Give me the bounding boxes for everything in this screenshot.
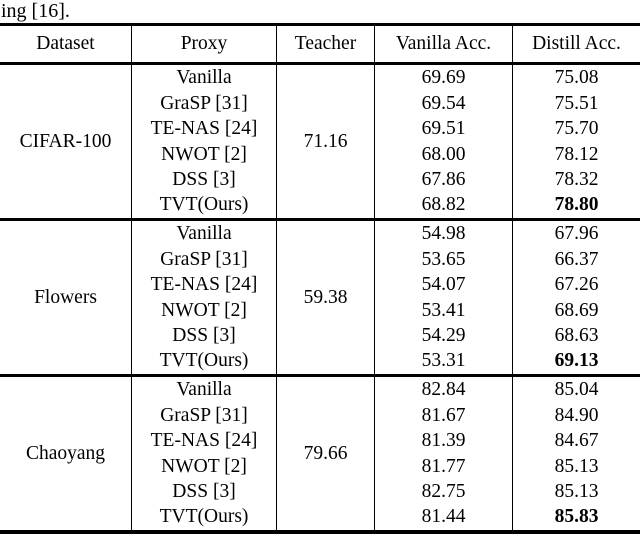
teacher-cell: 79.66	[277, 377, 375, 530]
table-group-flowers: Flowers Vanilla GraSP [31] TE-NAS [24] N…	[0, 221, 640, 374]
proxy-cell: TVT(Ours)	[159, 350, 249, 372]
proxy-cell: GraSP [31]	[160, 404, 248, 426]
vanilla-acc-cell: 54.98	[421, 223, 466, 245]
table-header-row: Dataset Proxy Teacher Vanilla Acc. Disti…	[0, 26, 640, 62]
vanilla-acc-column: 82.84 81.67 81.39 81.77 82.75 81.44	[375, 377, 513, 530]
proxy-column: Vanilla GraSP [31] TE-NAS [24] NWOT [2] …	[132, 377, 277, 530]
double-rule	[0, 374, 640, 377]
distill-acc-cell: 75.70	[554, 118, 599, 140]
proxy-cell: NWOT [2]	[161, 299, 247, 321]
distill-acc-cell: 78.12	[554, 143, 599, 165]
vanilla-acc-cell: 68.00	[421, 143, 466, 165]
header-cell-teacher: Teacher	[277, 26, 375, 62]
distill-acc-cell-best: 78.80	[554, 194, 599, 216]
proxy-cell: Vanilla	[176, 67, 232, 89]
proxy-cell: TE-NAS [24]	[150, 118, 258, 140]
vanilla-acc-cell: 53.31	[421, 350, 466, 372]
vanilla-acc-cell: 81.44	[421, 506, 466, 528]
distill-acc-cell: 75.51	[554, 92, 599, 114]
proxy-cell: Vanilla	[176, 223, 232, 245]
distill-acc-cell: 75.08	[554, 67, 599, 89]
distill-acc-column: 67.96 66.37 67.26 68.69 68.63 69.13	[513, 221, 640, 374]
proxy-column: Vanilla GraSP [31] TE-NAS [24] NWOT [2] …	[132, 221, 277, 374]
vanilla-acc-cell: 53.41	[421, 299, 466, 321]
proxy-cell: GraSP [31]	[160, 248, 248, 270]
distill-acc-cell: 68.63	[554, 324, 599, 346]
distill-acc-cell: 78.32	[554, 168, 599, 190]
proxy-column: Vanilla GraSP [31] TE-NAS [24] NWOT [2] …	[132, 65, 277, 218]
header-cell-vanilla-acc: Vanilla Acc.	[375, 26, 513, 62]
distill-acc-cell: 66.37	[554, 248, 599, 270]
table-group-cifar100: CIFAR-100 Vanilla GraSP [31] TE-NAS [24]…	[0, 65, 640, 218]
teacher-cell: 59.38	[277, 221, 375, 374]
vanilla-acc-cell: 81.77	[421, 455, 466, 477]
proxy-cell: TE-NAS [24]	[150, 430, 258, 452]
table-bottom-rule	[0, 530, 640, 534]
vanilla-acc-cell: 82.84	[421, 379, 466, 401]
vanilla-acc-cell: 82.75	[421, 480, 466, 502]
vanilla-acc-cell: 54.07	[421, 274, 466, 296]
vanilla-acc-cell: 54.29	[421, 324, 466, 346]
vanilla-acc-cell: 81.39	[421, 430, 466, 452]
proxy-cell: NWOT [2]	[161, 455, 247, 477]
distill-acc-cell-best: 69.13	[554, 350, 599, 372]
proxy-cell: TE-NAS [24]	[150, 274, 258, 296]
proxy-cell: Vanilla	[176, 379, 232, 401]
vanilla-acc-cell: 81.67	[421, 404, 466, 426]
distill-acc-column: 85.04 84.90 84.67 85.13 85.13 85.83	[513, 377, 640, 530]
vanilla-acc-cell: 53.65	[421, 248, 466, 270]
table-top-rule	[0, 23, 640, 26]
vanilla-acc-cell: 69.69	[421, 67, 466, 89]
header-cell-distill-acc: Distill Acc.	[532, 33, 621, 54]
header-cell-proxy: Proxy	[132, 26, 277, 62]
caption-text-fragment: ing [16].	[1, 0, 70, 22]
distill-acc-cell-best: 85.83	[554, 506, 599, 528]
double-rule	[0, 218, 640, 221]
vanilla-acc-column: 54.98 53.65 54.07 53.41 54.29 53.31	[375, 221, 513, 374]
distill-acc-cell: 68.69	[554, 299, 599, 321]
proxy-cell: NWOT [2]	[161, 143, 247, 165]
distill-acc-cell: 85.04	[554, 379, 599, 401]
proxy-cell: TVT(Ours)	[159, 194, 249, 216]
dataset-cell: Flowers	[0, 221, 132, 374]
distill-acc-column: 75.08 75.51 75.70 78.12 78.32 78.80	[513, 65, 640, 218]
proxy-cell: TVT(Ours)	[159, 506, 249, 528]
proxy-cell: DSS [3]	[172, 324, 236, 346]
double-rule	[0, 62, 640, 65]
distill-acc-cell: 85.13	[554, 480, 599, 502]
vanilla-acc-column: 69.69 69.54 69.51 68.00 67.86 68.82	[375, 65, 513, 218]
distill-acc-cell: 84.90	[554, 404, 599, 426]
header-cell-dataset: Dataset	[0, 26, 132, 62]
vanilla-acc-cell: 69.51	[421, 118, 466, 140]
proxy-cell: DSS [3]	[172, 480, 236, 502]
distill-acc-cell: 85.13	[554, 455, 599, 477]
proxy-cell: GraSP [31]	[160, 92, 248, 114]
vanilla-acc-cell: 68.82	[421, 194, 466, 216]
table-group-chaoyang: Chaoyang Vanilla GraSP [31] TE-NAS [24] …	[0, 377, 640, 530]
distill-acc-cell: 67.96	[554, 223, 599, 245]
dataset-cell: CIFAR-100	[0, 65, 132, 218]
proxy-cell: DSS [3]	[172, 168, 236, 190]
vanilla-acc-cell: 67.86	[421, 168, 466, 190]
distill-acc-cell: 84.67	[554, 430, 599, 452]
dataset-cell: Chaoyang	[0, 377, 132, 530]
teacher-cell: 71.16	[277, 65, 375, 218]
vanilla-acc-cell: 69.54	[421, 92, 466, 114]
distill-acc-cell: 67.26	[554, 274, 599, 296]
